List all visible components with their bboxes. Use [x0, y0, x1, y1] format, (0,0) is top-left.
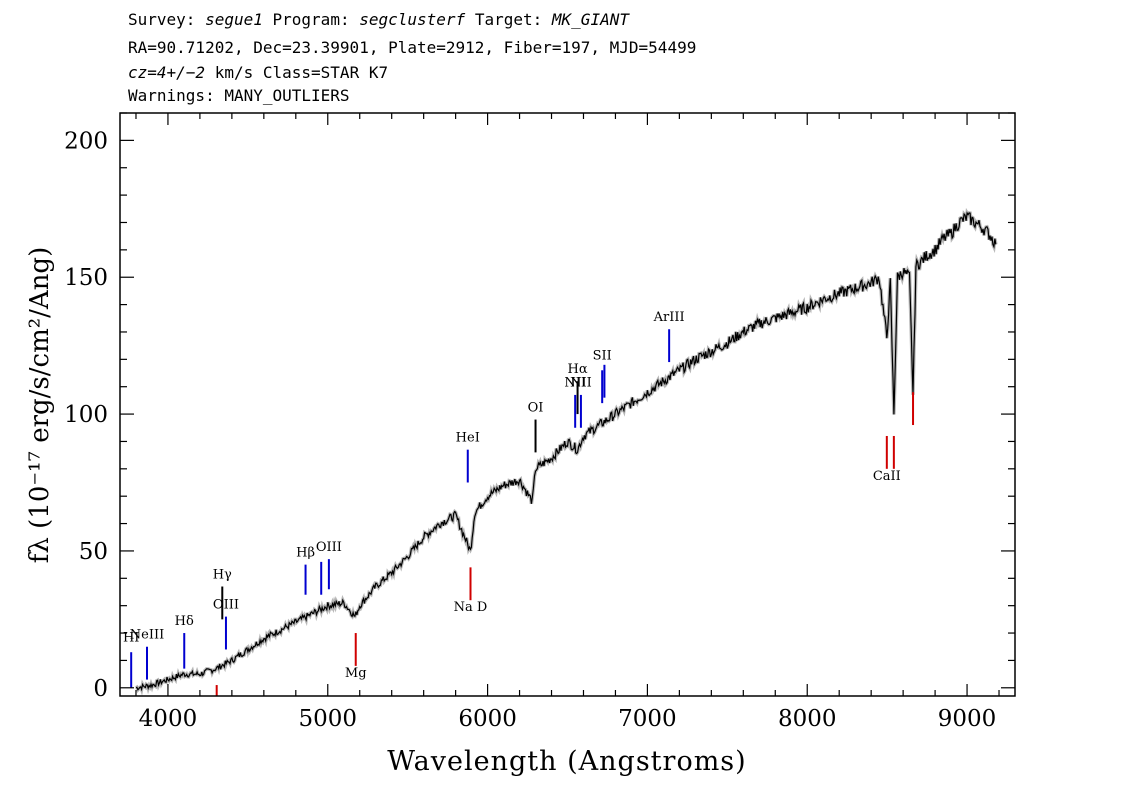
axis-tick-labels: 4000 5000 6000 7000 8000 9000 0 50 100 150 200	[64, 128, 996, 732]
emission-label: ArIII	[653, 310, 685, 325]
target-label: Target:	[474, 10, 543, 29]
y-tick-label: 0	[93, 676, 108, 702]
x-tick-label: 7000	[618, 706, 677, 732]
emission-label: Hα	[568, 362, 588, 377]
x-axis-label: Wavelength (Angstroms)	[387, 746, 746, 777]
header-line-2: RA=90.71202, Dec=23.39901, Plate=2912, F…	[128, 38, 697, 57]
emission-label: NII	[564, 376, 586, 391]
emission-label: HeI	[456, 430, 480, 445]
survey-label: Survey:	[128, 10, 196, 29]
program-value: segclusterf	[359, 10, 466, 29]
program-label: Program:	[272, 10, 350, 29]
header-line-4: Warnings: MANY_OUTLIERS	[128, 86, 350, 105]
emission-label: NII	[570, 376, 592, 391]
emission-label: OIII	[213, 597, 239, 612]
y-tick-label: 200	[64, 128, 108, 154]
y-tick-label: 50	[79, 539, 108, 565]
target-value: MK_GIANT	[551, 10, 629, 29]
emission-label: OI	[528, 400, 544, 415]
absorption-label: CaII	[873, 469, 901, 484]
absorption-label: Mg	[345, 666, 367, 681]
x-tick-label: 9000	[938, 706, 997, 732]
emission-label: Hγ	[213, 567, 232, 582]
x-tick-label: 5000	[298, 706, 357, 732]
emission-label: OIII	[316, 540, 342, 555]
x-tick-label: 8000	[778, 706, 837, 732]
header-line-1: Survey: segue1 Program: segclusterf Targ…	[128, 10, 629, 30]
emission-label: Hδ	[175, 614, 194, 629]
axis-ticks	[120, 112, 1015, 696]
y-tick-label: 100	[64, 402, 108, 428]
emission-label: Hβ	[296, 545, 315, 560]
redshift-value: cz=4+/−2	[128, 63, 206, 82]
emission-label: SII	[593, 348, 612, 363]
class-value: km/s Class=STAR K7	[214, 63, 389, 82]
plot-frame	[119, 112, 1016, 697]
y-axis-label: fλ (10⁻¹⁷ erg/s/cm²/Ang)	[25, 247, 55, 563]
x-tick-label: 6000	[458, 706, 517, 732]
x-tick-label: 4000	[139, 706, 198, 732]
spectrum-line	[135, 211, 997, 692]
emission-label: NeIII	[130, 628, 164, 643]
absorption-label: Na D	[454, 600, 488, 615]
spectrum-series	[135, 207, 998, 696]
y-tick-label: 150	[64, 265, 108, 291]
emission-label: HI	[123, 630, 139, 645]
survey-value: segue1	[205, 10, 263, 29]
header-line-3: cz=4+/−2 km/s Class=STAR K7	[128, 63, 388, 83]
